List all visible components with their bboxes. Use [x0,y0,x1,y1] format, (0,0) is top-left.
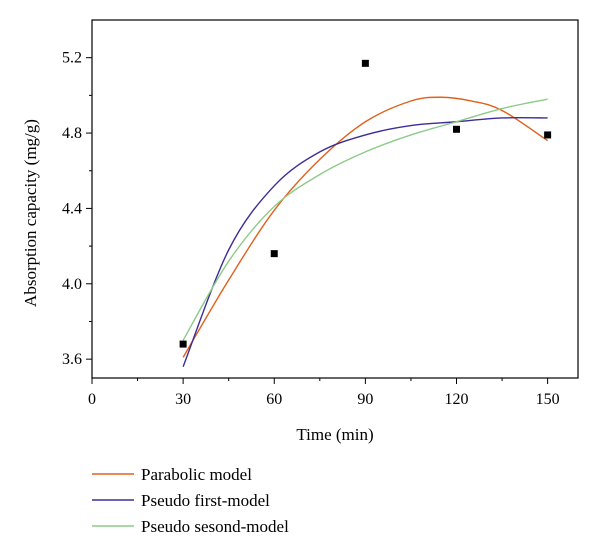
legend-label: Parabolic model [141,465,252,484]
x-tick-label: 90 [357,391,373,408]
y-tick-label: 3.6 [62,351,82,368]
x-tick-label: 120 [445,391,469,408]
x-tick-label: 30 [175,391,191,408]
y-tick-label: 4.8 [62,125,82,142]
x-axis-label: Time (min) [296,425,373,444]
pseudo-first-model-line [182,117,548,367]
plot-frame [91,19,579,379]
y-tick-label: 4.0 [62,276,82,293]
data-point [453,125,460,133]
model-lines [182,96,549,367]
data-points [179,59,552,348]
tick-labels: 0 30 60 90 120 150 3.6 4.0 4.4 4.8 5.2 [62,50,560,408]
legend-label: Pseudo first-model [141,491,270,510]
y-axis-label: Absorption capacity (mg/g) [21,119,40,307]
x-tick-label: 60 [266,391,282,408]
x-tick-label: 150 [536,391,560,408]
axis-ticks [86,57,549,384]
data-point [544,131,552,139]
data-point [361,59,369,67]
plot-border [91,19,579,379]
y-tick-label: 4.4 [62,200,82,217]
legend-label: Pseudo sesond-model [141,517,289,536]
data-point [270,250,278,258]
pseudo-sesond-model-line [182,98,548,341]
data-point [179,340,187,348]
y-tick-label: 5.2 [62,50,82,67]
x-tick-label: 0 [88,391,96,408]
legend: Parabolic model Pseudo first-model Pseudo … [92,465,289,536]
parabolic-model-line [182,96,549,358]
